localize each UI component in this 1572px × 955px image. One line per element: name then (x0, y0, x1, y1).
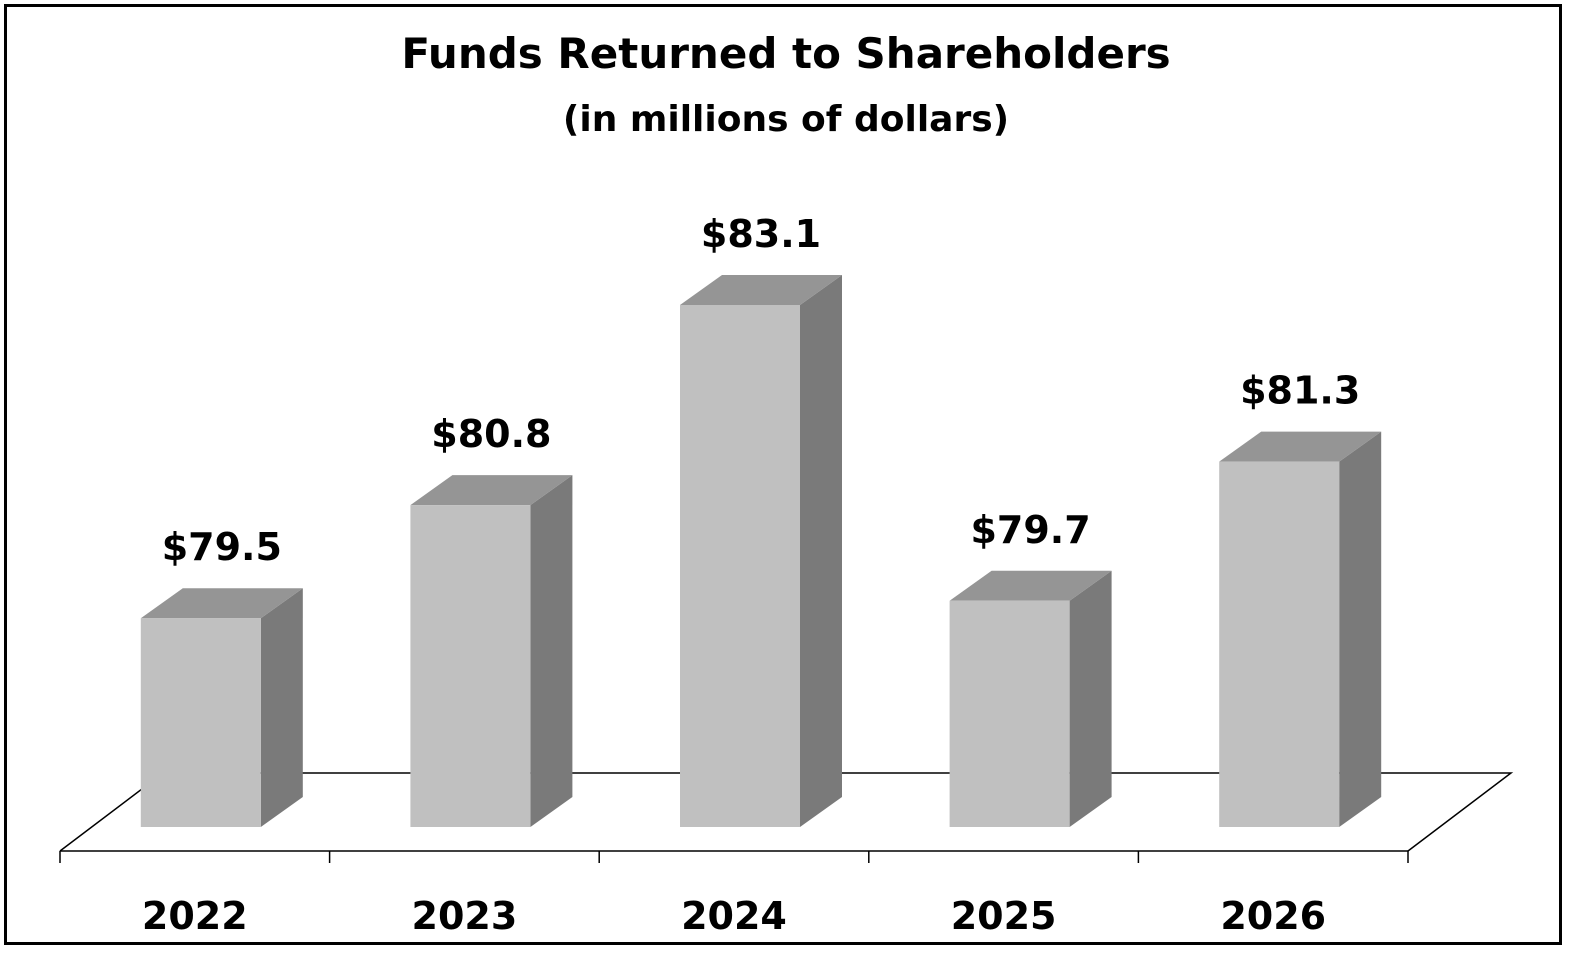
bar-top-2022 (140, 588, 303, 619)
bar-side-2023 (530, 475, 573, 827)
data-labels: $79.5 $80.8 $83.1 $79.7 $81.3 (162, 212, 1361, 569)
x-tick-label-2026: 2026 (1220, 894, 1326, 938)
bar-2026 (1219, 431, 1382, 827)
bar-front-2022 (140, 618, 261, 827)
data-label-2026: $81.3 (1240, 369, 1360, 413)
bar-front-2023 (410, 505, 531, 827)
bars (140, 275, 1382, 827)
bar-top-2025 (949, 570, 1112, 601)
x-tick-label-2025: 2025 (951, 894, 1057, 938)
bar-top-2023 (410, 475, 573, 506)
x-tick-label-2024: 2024 (681, 894, 787, 938)
bar-side-2024 (800, 275, 842, 827)
bar-2024 (680, 275, 842, 827)
bar-front-2026 (1219, 461, 1340, 827)
data-label-2022: $79.5 (162, 525, 282, 569)
bar-side-2025 (1069, 570, 1112, 827)
data-label-2025: $79.7 (970, 508, 1090, 552)
bar-2023 (410, 475, 573, 827)
bar-top-2026 (1219, 431, 1382, 462)
x-tick-label-2023: 2023 (412, 894, 518, 938)
bar-front-2025 (949, 600, 1070, 827)
bar-side-2022 (260, 588, 303, 827)
bar-2025 (949, 570, 1112, 827)
data-label-2023: $80.8 (431, 412, 551, 456)
x-axis-tick-labels: 2022 2023 2024 2025 2026 (142, 894, 1326, 938)
chart-subtitle: (in millions of dollars) (563, 99, 1009, 140)
bar-front-2024 (680, 305, 800, 827)
data-label-2024: $83.1 (701, 212, 821, 256)
bar-2022 (140, 588, 303, 827)
x-tick-label-2022: 2022 (142, 894, 248, 938)
bar-top-2024 (680, 275, 842, 305)
bar-side-2026 (1339, 431, 1382, 827)
chart-title: Funds Returned to Shareholders (401, 29, 1170, 78)
